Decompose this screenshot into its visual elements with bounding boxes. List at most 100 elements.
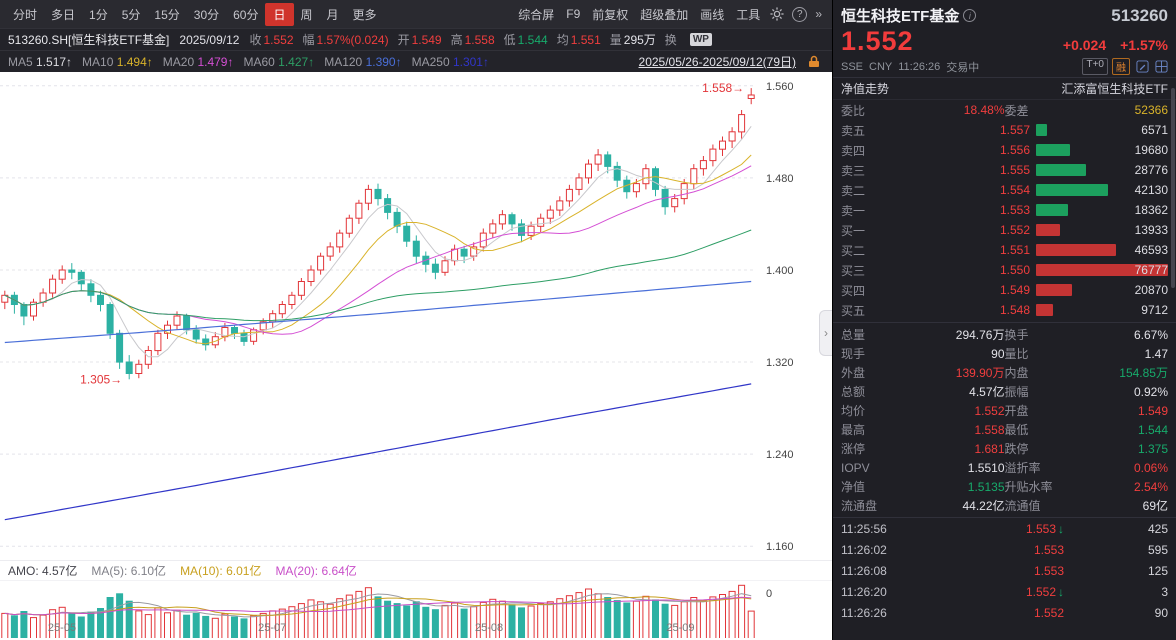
svg-text:1.560: 1.560: [766, 81, 794, 93]
tick-price: 1.552: [919, 606, 1064, 620]
stats-label: 振幅: [1004, 385, 1029, 399]
order-book: 卖五 1.557 6571 卖四 1.556 19680 卖三 1.555 28776 卖二 1.5…: [833, 120, 1176, 323]
tick-volume: 125: [1147, 563, 1168, 578]
price-change-pct: +1.57%: [1120, 37, 1168, 53]
period-tab-7[interactable]: 日: [265, 2, 294, 26]
tick-list[interactable]: 11:25:56 1.553 ↓ 425 11:26:02 1.553 595 11:26:0…: [833, 518, 1176, 623]
info-field-1: 幅 1.57%(0.024): [303, 31, 389, 48]
toolbar-action-5[interactable]: 工具: [736, 7, 761, 22]
svg-text:1.160: 1.160: [766, 541, 794, 553]
stats-row-6: 涨停 1.681 跌停 1.375: [833, 439, 1176, 458]
edit-icon[interactable]: [1136, 60, 1149, 73]
stats-row-7: IOPV 1.5510 溢折率 0.06%: [833, 458, 1176, 477]
ma-bar: MA5 1.517↑ MA10 1.494↑ MA20 1.479↑ MA60 1.4…: [0, 50, 832, 72]
stats-label: 总量: [841, 328, 866, 342]
info-fields: 收 1.552 幅 1.57%(0.024) 开 1.549 高 1.558 低 1.544 均 1.…: [249, 31, 687, 48]
help-icon[interactable]: ?: [792, 6, 808, 22]
ma-legend-label: MA250: [411, 54, 453, 69]
tick-price: 1.553 ↓: [919, 522, 1064, 536]
book-volume: 13933: [1134, 223, 1168, 237]
bid-row[interactable]: 买四 1.549 20870: [833, 280, 1176, 300]
info-icon[interactable]: i: [963, 9, 977, 22]
bid-row[interactable]: 买五 1.548 9712: [833, 300, 1176, 320]
bid-row[interactable]: 买一 1.552 13933: [833, 220, 1176, 240]
ask-row[interactable]: 卖五 1.557 6571: [833, 120, 1176, 140]
book-level-label: 买四: [841, 283, 866, 298]
stats-value: 0.06%: [1133, 460, 1168, 475]
wp-badge[interactable]: WP: [689, 33, 712, 46]
book-volume: 18362: [1134, 203, 1168, 217]
date-range-label[interactable]: 2025/05/26-2025/09/12(79日): [638, 55, 796, 69]
ask-row[interactable]: 卖四 1.556 19680: [833, 140, 1176, 160]
tick-row-3: 11:26:20 1.552 ↓ 3: [833, 581, 1176, 602]
price-row: 1.552 +0.024 +1.57%: [833, 26, 1176, 56]
ask-row[interactable]: 卖三 1.555 28776: [833, 160, 1176, 180]
more-chevron-icon[interactable]: »: [815, 7, 822, 21]
stats-value: 90: [991, 346, 1005, 361]
badge-0[interactable]: T+0: [1082, 58, 1108, 75]
stats-cell: 换手 6.67%: [1005, 326, 1169, 343]
price-change-group: +0.024 +1.57%: [1063, 37, 1168, 53]
stats-label: 涨停: [841, 442, 866, 456]
scrollbar-thumb[interactable]: [1171, 88, 1175, 288]
svg-text:1.305→: 1.305→: [80, 372, 122, 386]
book-price: 1.555: [999, 163, 1030, 177]
period-tab-1[interactable]: 多日: [51, 7, 76, 22]
ma-legend-label: MA5: [8, 54, 37, 69]
candlestick-chart[interactable]: 1.560 1.480 1.400 1.320 1.240 1.160 1.558→ 1.30…: [0, 72, 832, 560]
toolbar-action-4[interactable]: 画线: [700, 7, 725, 22]
toolbar-action-0[interactable]: 综合屏: [518, 7, 555, 22]
ma-legend-value: 1.517↑: [36, 54, 73, 69]
stats-label: 跌停: [1004, 442, 1029, 456]
settings-icon[interactable]: [770, 7, 784, 21]
amo-item-0: AMO: 4.57亿: [8, 564, 78, 578]
stats-row-5: 最高 1.558 最低 1.544: [833, 420, 1176, 439]
svg-text:1.400: 1.400: [766, 265, 794, 277]
period-tab-6[interactable]: 60分: [233, 7, 259, 22]
book-price: 1.554: [999, 183, 1030, 197]
book-level-label: 卖三: [841, 163, 866, 178]
stats-cell: IOPV 1.5510: [841, 461, 1005, 475]
period-tab-4[interactable]: 15分: [154, 7, 180, 22]
amo-item-1: MA(5): 6.10亿: [91, 564, 167, 578]
bid-row[interactable]: 买二 1.551 46593: [833, 240, 1176, 260]
period-tab-0[interactable]: 分时: [13, 7, 38, 22]
symbol-label[interactable]: 513260.SH[恒生科技ETF基金]: [8, 33, 170, 47]
stats-label: 换手: [1004, 328, 1029, 342]
nav-trend-link[interactable]: 净值走势: [841, 82, 890, 96]
info-field-value: 1.57%(0.024): [316, 33, 389, 47]
badge-1[interactable]: 融: [1112, 58, 1130, 75]
quote-panel: 恒生科技ETF基金 i 513260 1.552 +0.024 +1.57% S…: [832, 0, 1176, 640]
ma-items: MA5 1.517↑ MA10 1.494↑ MA20 1.479↑ MA60 1.4…: [8, 55, 499, 69]
bid-row[interactable]: 买三 1.550 76777: [833, 260, 1176, 280]
tick-volume: 3: [1161, 584, 1168, 599]
volume-chart[interactable]: 25-05 25-07 25-08 25-09 0: [0, 580, 832, 638]
ma-legend-label: MA120: [324, 54, 366, 69]
toolbar-action-1[interactable]: F9: [566, 7, 581, 21]
period-tab-8[interactable]: 周: [300, 7, 313, 22]
stats-value: 294.76万: [955, 328, 1005, 342]
quote-time: 11:26:26: [898, 60, 941, 73]
grid-icon[interactable]: [1155, 60, 1168, 73]
tick-time: 11:25:56: [841, 521, 887, 536]
period-tab-2[interactable]: 1分: [89, 7, 108, 22]
ask-row[interactable]: 卖二 1.554 42130: [833, 180, 1176, 200]
period-tab-5[interactable]: 30分: [193, 7, 220, 22]
stats-row-2: 外盘 139.90万 内盘 154.85万: [833, 363, 1176, 382]
toolbar-action-3[interactable]: 超级叠加: [640, 7, 689, 22]
info-field-3: 高 1.558: [451, 31, 495, 48]
period-tab-3[interactable]: 5分: [121, 7, 141, 22]
ask-row[interactable]: 卖一 1.553 18362: [833, 200, 1176, 220]
lock-icon[interactable]: [808, 55, 820, 68]
period-tab-9[interactable]: 月: [326, 7, 339, 22]
panel-collapse-handle[interactable]: ›: [819, 310, 832, 356]
weicha-value: 52366: [1134, 103, 1168, 117]
stats-cell: 涨停 1.681: [841, 440, 1005, 457]
toolbar-action-2[interactable]: 前复权: [592, 7, 629, 22]
info-field-2: 开 1.549: [398, 31, 442, 48]
tick-volume: 595: [1147, 542, 1168, 557]
period-tabs: 分时 多日 1分 5分 15分 30分 60分日周月更多: [6, 2, 384, 27]
tick-row-2: 11:26:08 1.553 125: [833, 560, 1176, 581]
period-tab-10[interactable]: 更多: [352, 7, 377, 22]
book-level-label: 卖一: [841, 203, 866, 218]
